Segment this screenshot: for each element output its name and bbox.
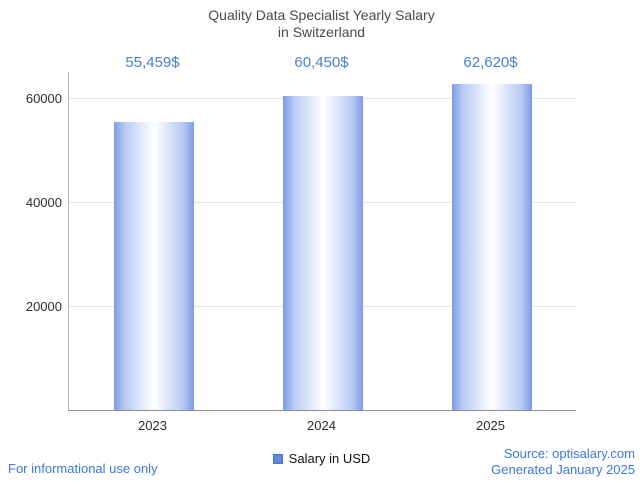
y-tick-label: 40000: [25, 195, 62, 210]
x-axis-label: 2023: [138, 418, 167, 433]
bar-value-label: 62,620$: [463, 54, 518, 71]
bar-2025: [451, 84, 532, 410]
legend: Salary in USD: [0, 451, 643, 466]
legend-swatch-icon: [272, 453, 283, 464]
generated-date: Generated January 2025: [491, 462, 635, 477]
x-axis-label: 2025: [476, 418, 505, 433]
x-axis: 2023 2024 2025: [68, 418, 575, 436]
bar-value-label: 60,450$: [294, 54, 349, 71]
footer-source-block: Source: optisalary.com Generated January…: [491, 446, 635, 478]
y-tick-label: 60000: [25, 91, 62, 106]
chart-title-line1: Quality Data Specialist Yearly Salary: [208, 7, 435, 23]
chart-plot: [68, 72, 576, 411]
bar-2023: [113, 121, 194, 410]
bar-2024: [282, 95, 363, 410]
chart-title-line2: in Switzerland: [277, 24, 366, 40]
bar-value-label: 55,459$: [125, 54, 180, 71]
informational-note: For informational use only: [8, 461, 158, 476]
bar-value-labels: 55,459$ 60,450$ 62,620$: [68, 54, 575, 74]
y-axis: 20000 40000 60000: [0, 72, 62, 410]
x-axis-label: 2024: [307, 418, 336, 433]
y-tick-label: 20000: [25, 299, 62, 314]
chart-title: Quality Data Specialist Yearly Salary in…: [0, 7, 643, 41]
source-link[interactable]: Source: optisalary.com: [503, 446, 635, 461]
legend-label: Salary in USD: [288, 451, 371, 466]
